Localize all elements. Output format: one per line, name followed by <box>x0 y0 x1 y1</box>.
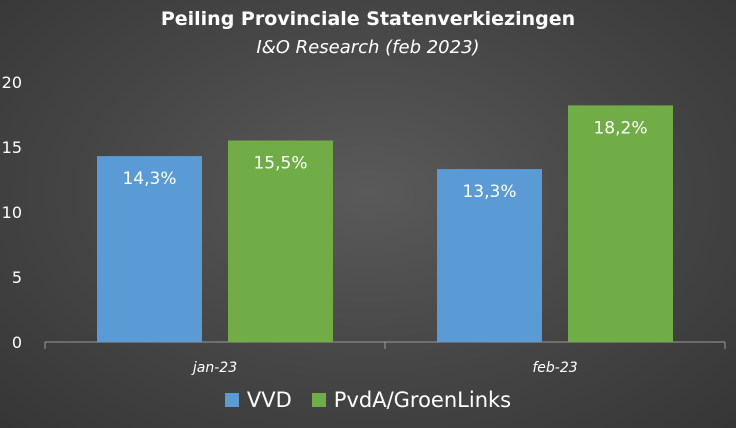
y-tick-label: 0 <box>12 333 22 352</box>
bar-vvd <box>97 156 202 342</box>
y-tick-label: 10 <box>2 203 22 222</box>
legend-swatch-vvd <box>224 393 239 407</box>
y-tick-label: 5 <box>12 268 22 287</box>
bar-vvd <box>437 169 542 342</box>
chart-subtitle: I&O Research (feb 2023) <box>256 37 480 58</box>
chart-title: Peiling Provinciale Statenverkiezingen <box>160 8 576 30</box>
y-tick-label: 20 <box>2 73 22 92</box>
data-label-pvda-groenlinks: 18,2% <box>593 118 647 138</box>
legend-item-pvda-groenlinks: PvdA/GroenLinks <box>311 388 512 412</box>
legend: VVD PvdA/GroenLinks <box>0 388 736 412</box>
legend-item-vvd: VVD <box>224 388 292 412</box>
bar-pvda-groenlinks <box>228 140 333 342</box>
y-tick-label: 15 <box>2 138 22 157</box>
data-label-pvda-groenlinks: 15,5% <box>253 154 307 174</box>
x-category-label: jan-23 <box>191 360 237 376</box>
data-label-vvd: 14,3% <box>122 169 176 189</box>
legend-swatch-pvda-groenlinks <box>311 393 326 407</box>
bar-pvda-groenlinks <box>568 105 673 343</box>
legend-label-vvd: VVD <box>246 388 292 412</box>
data-label-vvd: 13,3% <box>462 182 516 202</box>
x-category-label: feb-23 <box>532 360 577 376</box>
legend-label-pvda-groenlinks: PvdA/GroenLinks <box>333 388 512 412</box>
